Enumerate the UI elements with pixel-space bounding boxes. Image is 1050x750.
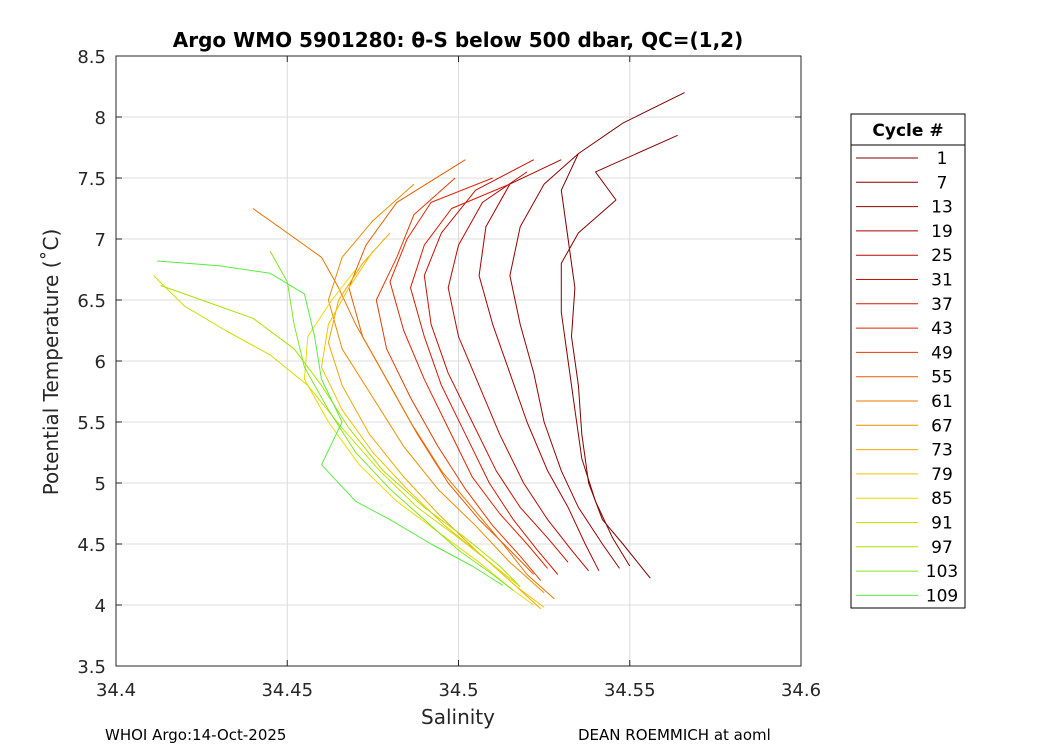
x-tick-label: 34.5 <box>438 680 478 701</box>
legend: Cycle # 1 7 13 19 25 31 37 43 49 55 61 67 73 79 85 91 97… <box>851 114 965 608</box>
legend-entry-label: 43 <box>931 319 953 339</box>
legend-entry-label: 61 <box>931 392 953 412</box>
y-tick-label: 4.5 <box>77 535 106 556</box>
theta-s-chart: 34.4 34.45 34.5 34.55 34.6 3.5 4 4.5 5 5.5 6 6.5 7 7… <box>0 0 1050 750</box>
legend-entry-label: 19 <box>931 222 953 242</box>
chart-title: Argo WMO 5901280: θ-S below 500 dbar, QC… <box>173 28 743 52</box>
legend-entry-label: 79 <box>931 465 953 485</box>
y-tick-label: 8.5 <box>77 47 106 68</box>
legend-entry-label: 37 <box>931 295 953 315</box>
legend-entry-label: 103 <box>926 562 958 582</box>
y-tick-label: 6.5 <box>77 291 106 312</box>
footer-left: WHOI Argo:14-Oct-2025 <box>105 726 286 744</box>
legend-entry-label: 73 <box>931 441 953 461</box>
y-tick-label: 5 <box>95 474 106 495</box>
y-tick-label: 7 <box>95 230 106 251</box>
legend-entry-label: 55 <box>931 368 953 388</box>
x-tick-label: 34.55 <box>604 680 656 701</box>
legend-entry-label: 31 <box>931 271 953 291</box>
y-tick-label: 7.5 <box>77 169 106 190</box>
x-axis-label: Salinity <box>421 705 495 729</box>
legend-entry-label: 91 <box>931 514 953 534</box>
legend-entry-label: 1 <box>937 149 948 169</box>
y-tick-label: 4 <box>95 596 106 617</box>
legend-entry-label: 13 <box>931 198 953 218</box>
footer-right: DEAN ROEMMICH at aoml <box>578 726 771 744</box>
x-tick-label: 34.6 <box>781 680 821 701</box>
legend-entry-label: 7 <box>937 173 948 193</box>
x-tick-label: 34.45 <box>261 680 313 701</box>
x-tick-label: 34.4 <box>96 680 136 701</box>
legend-entry-label: 97 <box>931 538 953 558</box>
legend-entry-label: 49 <box>931 343 953 363</box>
y-tick-label: 5.5 <box>77 413 106 434</box>
legend-entry-label: 85 <box>931 489 953 509</box>
y-tick-label: 6 <box>95 352 106 373</box>
y-tick-label: 8 <box>95 108 106 129</box>
legend-entry-label: 109 <box>926 586 958 606</box>
y-axis-label: Potential Temperature (˚C) <box>39 229 63 496</box>
legend-entry-label: 25 <box>931 246 953 266</box>
legend-entry-label: 67 <box>931 416 953 436</box>
legend-title: Cycle # <box>872 121 943 141</box>
y-tick-label: 3.5 <box>77 657 106 678</box>
